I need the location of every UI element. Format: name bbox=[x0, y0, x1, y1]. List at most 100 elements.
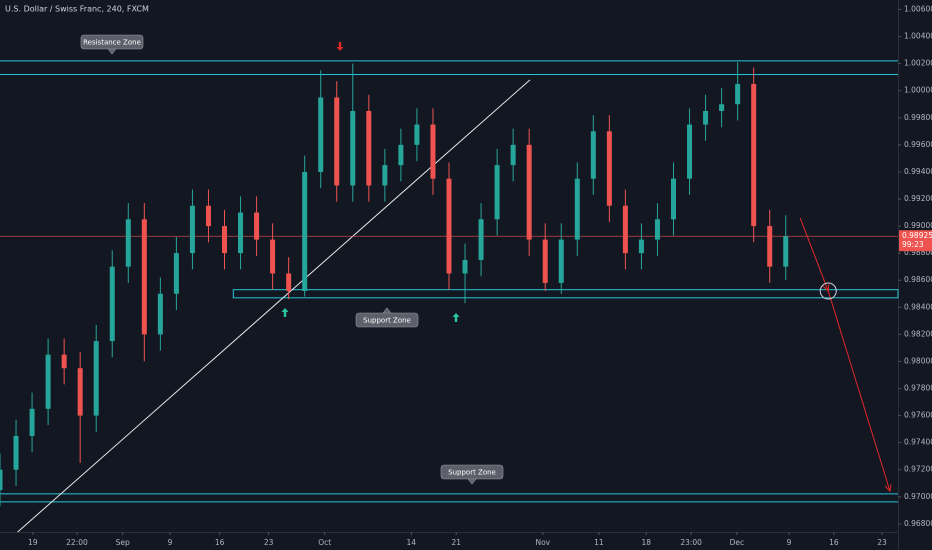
last-price-box bbox=[899, 230, 932, 252]
candle-body bbox=[430, 124, 436, 179]
y-tick-label: 0.96800 bbox=[904, 519, 932, 528]
candle-body bbox=[382, 165, 388, 186]
candle-body bbox=[254, 212, 260, 240]
candle-body bbox=[478, 219, 484, 260]
zone-box bbox=[232, 289, 899, 299]
candle-body bbox=[189, 205, 195, 254]
x-tick-label: 19 bbox=[28, 538, 38, 547]
candle-body bbox=[783, 236, 789, 267]
candle-body bbox=[270, 239, 276, 274]
candle-body bbox=[205, 205, 211, 227]
candle-body bbox=[398, 144, 404, 166]
y-tick-label: 0.98400 bbox=[904, 302, 932, 311]
y-tick-label: 0.97200 bbox=[904, 465, 932, 474]
candle-body bbox=[751, 83, 757, 227]
x-tick-label: 22:00 bbox=[66, 538, 88, 547]
zone-label: Resistance Zone bbox=[83, 39, 141, 47]
x-tick-label: 16 bbox=[829, 538, 839, 547]
x-tick-label: 18 bbox=[641, 538, 651, 547]
candle-body bbox=[542, 239, 548, 283]
candle-body bbox=[13, 435, 19, 470]
zone-label-pointer bbox=[107, 48, 117, 55]
candle-body bbox=[93, 341, 99, 416]
candle-body bbox=[462, 259, 468, 274]
candle-body bbox=[494, 165, 500, 220]
y-tick-label: 0.99600 bbox=[904, 140, 932, 149]
x-tick-label: Sep bbox=[116, 538, 130, 547]
x-tick-label: Nov bbox=[535, 538, 550, 547]
candle-body bbox=[703, 111, 709, 125]
candle-body bbox=[638, 239, 644, 254]
y-tick-label: 0.97600 bbox=[904, 411, 932, 420]
candle-body bbox=[414, 124, 420, 145]
projection-target bbox=[819, 282, 837, 300]
up-arrow-icon bbox=[452, 313, 460, 322]
candle-body bbox=[29, 408, 35, 436]
zone-label: Support Zone bbox=[363, 317, 411, 325]
y-tick-label: 0.99400 bbox=[904, 167, 932, 176]
candle-body bbox=[446, 178, 452, 274]
x-tick-label: 21 bbox=[451, 538, 461, 547]
y-tick-label: 1.00600 bbox=[904, 4, 932, 13]
zone-label-box bbox=[355, 312, 419, 328]
y-tick-label: 0.98200 bbox=[904, 329, 932, 338]
countdown-label: 99:23 bbox=[902, 240, 924, 249]
zone-label-box bbox=[80, 34, 144, 50]
up-arrow-icon bbox=[281, 308, 289, 317]
candle-body bbox=[141, 219, 147, 335]
zone-label: Support Zone bbox=[448, 469, 496, 477]
candle-body bbox=[558, 239, 564, 283]
y-tick-label: 0.98800 bbox=[904, 248, 932, 257]
candle-body bbox=[222, 226, 227, 254]
candle-body bbox=[109, 266, 115, 342]
y-tick-label: 1.00200 bbox=[904, 59, 932, 68]
candle-body bbox=[366, 111, 372, 186]
candle-body bbox=[654, 219, 660, 240]
plot-area bbox=[0, 60, 899, 533]
projection-arrowhead bbox=[822, 284, 830, 293]
candle-body bbox=[238, 212, 244, 254]
x-tick-label: 9 bbox=[168, 538, 173, 547]
candle-body bbox=[77, 368, 83, 416]
candle-body bbox=[671, 178, 676, 220]
x-tick-label: 16 bbox=[215, 538, 225, 547]
candle-body bbox=[510, 144, 516, 166]
candle-body bbox=[574, 178, 580, 240]
candle-body bbox=[622, 205, 628, 254]
y-tick-label: 0.97800 bbox=[904, 384, 932, 393]
candle-body bbox=[719, 104, 725, 112]
y-tick-label: 1.00400 bbox=[904, 32, 932, 41]
candle-body bbox=[526, 144, 532, 240]
x-tick-label: 23 bbox=[264, 538, 274, 547]
x-tick-label: 23:00 bbox=[680, 538, 702, 547]
zone-label-pointer bbox=[382, 307, 392, 314]
candle-body bbox=[735, 83, 741, 105]
x-tick-label: 23 bbox=[877, 538, 887, 547]
candle-body bbox=[767, 226, 773, 267]
candle-body bbox=[334, 97, 340, 186]
x-tick-label: 14 bbox=[407, 538, 417, 547]
y-tick-label: 0.98000 bbox=[904, 356, 932, 365]
candle-body bbox=[0, 469, 3, 491]
candle-body bbox=[173, 253, 179, 294]
candle-body bbox=[318, 97, 324, 172]
x-tick-label: 9 bbox=[787, 538, 792, 547]
candle-body bbox=[302, 171, 308, 292]
candle-body bbox=[157, 293, 163, 335]
x-tick-label: 11 bbox=[594, 538, 604, 547]
candle-body bbox=[286, 273, 292, 292]
y-tick-label: 0.97000 bbox=[904, 492, 932, 501]
y-tick-label: 0.99800 bbox=[904, 113, 932, 122]
down-arrow-icon bbox=[336, 42, 344, 51]
y-tick-label: 0.98600 bbox=[904, 275, 932, 284]
candle-body bbox=[61, 354, 67, 369]
x-tick-label: Oct bbox=[318, 538, 331, 547]
candle-body bbox=[687, 124, 693, 179]
candle-body bbox=[590, 131, 596, 179]
candle-body bbox=[350, 111, 356, 186]
trendline bbox=[17, 79, 531, 533]
candle-body bbox=[606, 131, 612, 206]
